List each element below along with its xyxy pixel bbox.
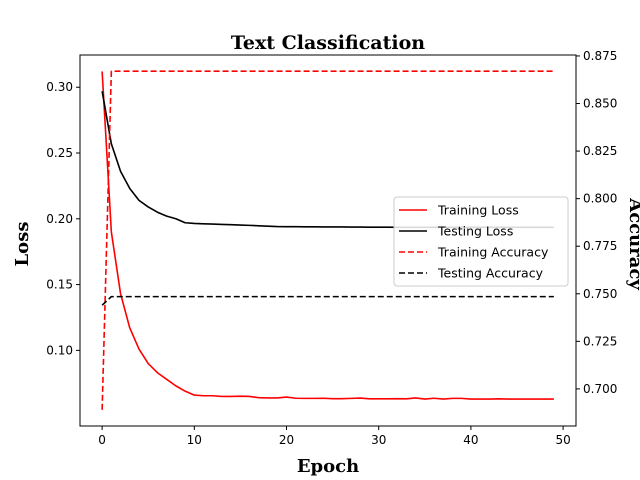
left-y-tick-label: 0.30 <box>46 80 73 94</box>
left-y-tick-label: 0.20 <box>46 212 73 226</box>
left-y-tick-label: 0.15 <box>46 278 73 292</box>
series-line-2 <box>101 70 554 410</box>
right-y-axis-ticks: 0.700 0.725 0.750 0.775 0.800 0.825 0.850 0.875 <box>576 49 617 396</box>
right-y-axis-title: Accuracy <box>625 197 640 290</box>
x-tick-label: 40 <box>463 433 478 447</box>
x-tick-label: 0 <box>98 433 106 447</box>
left-y-tick-label: 0.10 <box>46 343 73 357</box>
right-y-tick-label: 0.800 <box>583 192 617 206</box>
legend-label-2: Training Accuracy <box>437 245 549 260</box>
right-y-tick-label: 0.775 <box>583 239 617 253</box>
x-tick-label: 10 <box>187 433 202 447</box>
plot-frame <box>79 54 577 427</box>
left-y-tick-label: 0.25 <box>46 146 73 160</box>
right-y-tick-label: 0.750 <box>583 287 617 301</box>
left-y-axis-title: Loss <box>12 222 33 267</box>
x-tick-label: 50 <box>555 433 570 447</box>
x-axis-ticks: 0 10 20 30 40 50 <box>98 426 571 447</box>
legend-label-3: Testing Accuracy <box>437 266 544 281</box>
chart-title: Text Classification <box>231 32 425 54</box>
x-axis-title: Epoch <box>297 456 359 477</box>
right-y-tick-label: 0.725 <box>583 334 617 348</box>
right-y-tick-label: 0.850 <box>583 97 617 111</box>
left-y-axis-ticks: 0.10 0.15 0.20 0.25 0.30 <box>46 80 80 357</box>
x-tick-label: 30 <box>371 433 386 447</box>
right-y-tick-label: 0.875 <box>583 49 617 63</box>
right-y-tick-label: 0.700 <box>583 382 617 396</box>
legend: Training Loss Testing Loss Training Accura… <box>393 196 569 287</box>
x-tick-label: 20 <box>279 433 294 447</box>
legend-label-1: Testing Loss <box>437 224 513 239</box>
series-line-0 <box>101 71 554 400</box>
series-line-3 <box>101 295 554 306</box>
right-y-tick-label: 0.825 <box>583 144 617 158</box>
legend-label-0: Training Loss <box>437 203 519 218</box>
legend-box <box>393 196 569 287</box>
